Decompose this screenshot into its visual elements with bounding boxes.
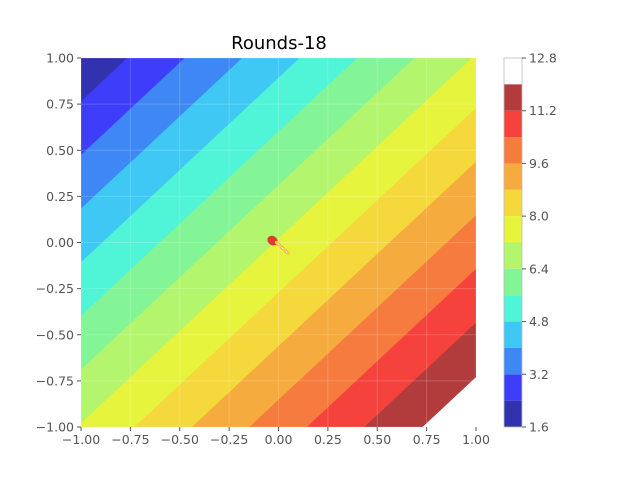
colorbar-frame xyxy=(503,57,523,428)
y-tick-label: −1.00 xyxy=(36,420,74,435)
colorbar-tick-label: 1.6 xyxy=(529,420,549,435)
trajectory-point xyxy=(282,248,287,252)
x-tick-label: 0.00 xyxy=(265,432,293,447)
colorbar-tick-label: 8.0 xyxy=(529,209,549,224)
x-tick-label: 0.75 xyxy=(413,432,441,447)
y-tick-label: 0.50 xyxy=(46,143,74,158)
colorbar-segment xyxy=(504,189,522,217)
x-tick-label: 0.25 xyxy=(314,432,342,447)
colorbar-segment xyxy=(504,295,522,322)
colorbar-segment xyxy=(504,216,522,243)
colorbar: 1.6 3.2 4.8 6.4 8.0 9.6 11.2 12.8 xyxy=(503,51,557,435)
y-tick-label: 0.75 xyxy=(46,97,74,112)
x-tick-label: −0.50 xyxy=(161,432,199,447)
colorbar-segment xyxy=(504,84,522,111)
colorbar-segment xyxy=(504,321,522,348)
colorbar-segment xyxy=(504,268,522,296)
y-tick-label: 1.00 xyxy=(46,51,74,66)
contour-band xyxy=(134,107,476,427)
x-tick-label: 1.00 xyxy=(462,432,490,447)
colorbar-tick-label: 12.8 xyxy=(529,51,557,66)
y-tick-label: −0.75 xyxy=(36,373,74,388)
contour-band xyxy=(249,215,476,427)
colorbar-tick-label: 4.8 xyxy=(529,314,549,329)
contour-band xyxy=(364,322,476,427)
trajectory xyxy=(267,235,290,256)
colorbar-segment xyxy=(504,110,522,138)
x-tick-label: −0.75 xyxy=(111,432,149,447)
colorbar-segment xyxy=(504,163,522,190)
x-tick-label: −1.00 xyxy=(62,432,100,447)
colorbar-segment xyxy=(504,137,522,164)
colorbar-segment xyxy=(504,374,522,401)
y-tick-label: 0.25 xyxy=(46,189,74,204)
colorbar-tick-label: 6.4 xyxy=(529,261,549,276)
y-tick-label: 0.00 xyxy=(46,235,74,250)
x-tick-label: 0.50 xyxy=(363,432,391,447)
colorbar-segment xyxy=(504,347,522,375)
x-axis: −1.00 −0.75 −0.50 −0.25 0.00 0.25 0.50 0.75 1.00 xyxy=(62,427,490,447)
colorbar-tick-label: 3.2 xyxy=(529,367,549,382)
colorbar-segment xyxy=(504,242,522,269)
x-tick-label: −0.25 xyxy=(210,432,248,447)
contour-band xyxy=(306,268,476,427)
contour-bands xyxy=(81,58,476,427)
trajectory-point xyxy=(274,240,279,245)
contour-band xyxy=(191,161,476,427)
plot-area xyxy=(80,57,477,428)
trajectory-point xyxy=(286,251,290,256)
colorbar-tick-label: 9.6 xyxy=(529,156,549,171)
colorbar-tick-label: 11.2 xyxy=(529,103,557,118)
y-tick-label: −0.50 xyxy=(36,327,74,342)
trajectory-point xyxy=(278,244,283,248)
chart-title: Rounds-18 xyxy=(231,33,327,54)
y-axis: −1.00 −0.75 −0.50 −0.25 0.00 0.25 0.50 0.75 1.00 xyxy=(36,51,81,435)
y-tick-label: −0.25 xyxy=(36,281,74,296)
colorbar-segment xyxy=(504,400,522,427)
